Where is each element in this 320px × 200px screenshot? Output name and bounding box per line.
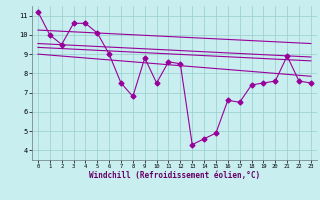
X-axis label: Windchill (Refroidissement éolien,°C): Windchill (Refroidissement éolien,°C) [89, 171, 260, 180]
